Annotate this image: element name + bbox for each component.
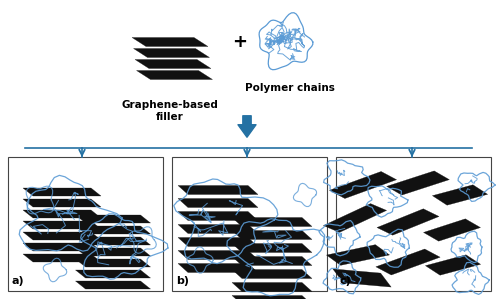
- Polygon shape: [76, 270, 150, 278]
- Polygon shape: [134, 48, 210, 57]
- Polygon shape: [232, 243, 312, 252]
- Polygon shape: [132, 37, 208, 47]
- Polygon shape: [76, 248, 150, 256]
- Polygon shape: [23, 243, 101, 251]
- Text: b): b): [176, 276, 189, 286]
- Polygon shape: [376, 249, 440, 275]
- Polygon shape: [178, 251, 258, 260]
- Polygon shape: [324, 204, 386, 232]
- Polygon shape: [386, 171, 450, 195]
- Polygon shape: [23, 199, 101, 207]
- Text: +: +: [232, 33, 248, 51]
- Polygon shape: [426, 255, 480, 275]
- Polygon shape: [76, 281, 150, 289]
- Polygon shape: [23, 210, 101, 218]
- Polygon shape: [76, 259, 150, 267]
- Polygon shape: [232, 257, 312, 266]
- Text: Graphene-based
filler: Graphene-based filler: [122, 100, 218, 122]
- Polygon shape: [377, 209, 439, 235]
- Polygon shape: [232, 295, 312, 299]
- Polygon shape: [232, 231, 312, 239]
- Polygon shape: [333, 269, 391, 287]
- Polygon shape: [330, 172, 396, 199]
- Polygon shape: [178, 237, 258, 246]
- Polygon shape: [23, 254, 101, 262]
- Bar: [336, 157, 491, 291]
- Bar: [172, 157, 327, 291]
- Polygon shape: [432, 185, 488, 205]
- Polygon shape: [232, 217, 312, 227]
- Bar: [8, 157, 163, 291]
- Polygon shape: [76, 226, 150, 234]
- Polygon shape: [178, 185, 258, 195]
- FancyArrowPatch shape: [238, 116, 256, 137]
- Polygon shape: [232, 283, 312, 292]
- Text: c): c): [340, 276, 352, 286]
- Text: Polymer chains: Polymer chains: [245, 83, 335, 93]
- Polygon shape: [326, 245, 390, 265]
- Polygon shape: [232, 269, 312, 278]
- Polygon shape: [424, 219, 480, 241]
- Polygon shape: [76, 237, 150, 245]
- Polygon shape: [178, 225, 258, 234]
- Polygon shape: [178, 263, 258, 272]
- Polygon shape: [178, 211, 258, 220]
- Text: a): a): [12, 276, 24, 286]
- Polygon shape: [23, 188, 101, 196]
- Polygon shape: [135, 60, 211, 68]
- Polygon shape: [23, 221, 101, 229]
- Polygon shape: [178, 199, 258, 208]
- Polygon shape: [136, 71, 212, 80]
- Polygon shape: [23, 232, 101, 240]
- Polygon shape: [76, 215, 150, 223]
